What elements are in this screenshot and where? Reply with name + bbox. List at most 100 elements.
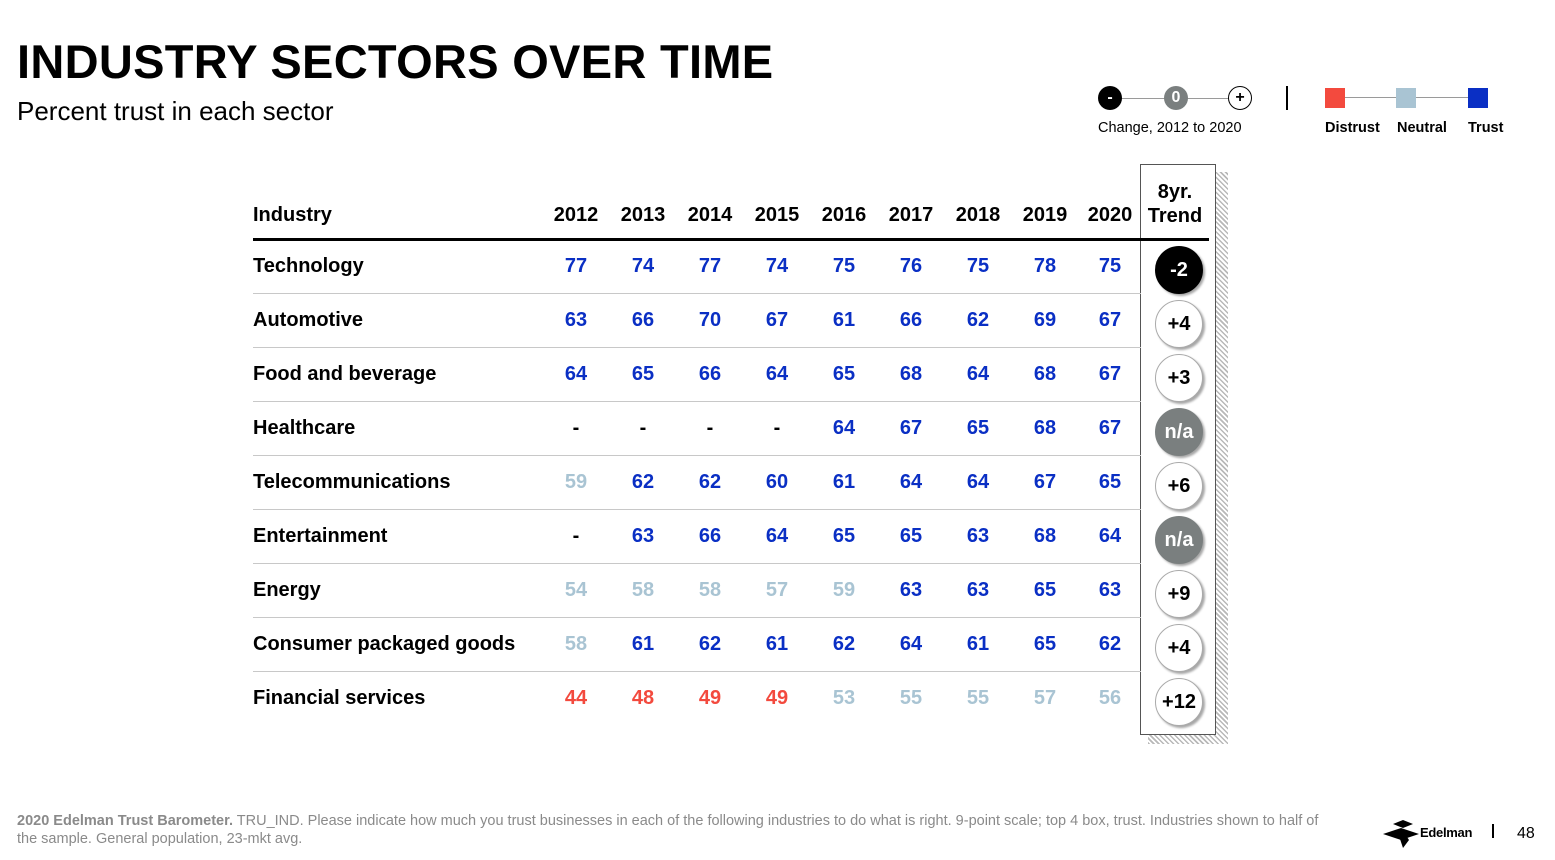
- industry-label: Technology: [253, 255, 364, 277]
- industry-label: Entertainment: [253, 525, 388, 547]
- source-footnote: 2020 Edelman Trust Barometer. TRU_IND. P…: [17, 812, 1337, 848]
- value-cell: 64: [899, 471, 923, 493]
- value-cell: 61: [966, 633, 990, 655]
- value-cell: 69: [1033, 309, 1057, 331]
- value-cell: 61: [832, 309, 856, 331]
- trust-swatch: [1468, 88, 1488, 108]
- year-header-2014: 2014: [687, 204, 733, 226]
- year-header-2015: 2015: [754, 204, 800, 226]
- trend-badge: n/a: [1155, 516, 1203, 564]
- neutral-legend-label: Neutral: [1397, 120, 1447, 136]
- value-cell: 67: [899, 417, 923, 439]
- edelman-logo-icon: [1383, 820, 1419, 848]
- category-legend: Distrust Neutral Trust: [1322, 86, 1522, 142]
- neutral-swatch: [1396, 88, 1416, 108]
- value-cell: -: [706, 417, 714, 439]
- header-rule: [253, 238, 1209, 241]
- trend-badge: +9: [1155, 570, 1203, 618]
- value-cell: 64: [1098, 525, 1122, 547]
- value-cell: 70: [698, 309, 722, 331]
- trend-badge: -2: [1155, 246, 1203, 294]
- row-separator: [253, 455, 1141, 456]
- value-cell: 63: [564, 309, 588, 331]
- year-header-2019: 2019: [1022, 204, 1068, 226]
- value-cell: 65: [631, 363, 655, 385]
- value-cell: 61: [631, 633, 655, 655]
- industry-label: Energy: [253, 579, 321, 601]
- value-cell: -: [572, 525, 580, 547]
- value-cell: 63: [631, 525, 655, 547]
- page-subtitle: Percent trust in each sector: [17, 96, 334, 126]
- value-cell: -: [572, 417, 580, 439]
- year-header-2017: 2017: [888, 204, 934, 226]
- value-cell: 65: [1033, 633, 1057, 655]
- brand-name: Edelman: [1420, 825, 1473, 840]
- change-positive-marker: +: [1228, 86, 1252, 110]
- page-number: 48: [1517, 825, 1535, 842]
- value-cell: 74: [765, 255, 789, 277]
- year-header-2018: 2018: [955, 204, 1001, 226]
- value-cell: 64: [765, 525, 789, 547]
- distrust-swatch: [1325, 88, 1345, 108]
- row-separator: [253, 347, 1141, 348]
- value-cell: 64: [899, 633, 923, 655]
- value-cell: 55: [899, 687, 923, 709]
- trend-header-line-1: 8yr.: [1157, 181, 1193, 203]
- value-cell: 63: [966, 525, 990, 547]
- value-cell: 57: [765, 579, 789, 601]
- value-cell: 56: [1098, 687, 1122, 709]
- value-cell: 62: [966, 309, 990, 331]
- footnote-source-text: TRU_IND. Please indicate how much you tr…: [17, 813, 1319, 847]
- value-cell: 61: [832, 471, 856, 493]
- row-separator: [253, 401, 1141, 402]
- value-cell: 68: [1033, 525, 1057, 547]
- value-cell: -: [773, 417, 781, 439]
- industry-label: Food and beverage: [253, 363, 437, 385]
- value-cell: 67: [1098, 309, 1122, 331]
- trust-legend-label: Trust: [1468, 120, 1504, 136]
- footnote-source-title: 2020 Edelman Trust Barometer.: [17, 813, 233, 829]
- value-cell: 58: [698, 579, 722, 601]
- row-separator: [253, 563, 1141, 564]
- value-cell: 62: [631, 471, 655, 493]
- value-cell: 77: [564, 255, 588, 277]
- value-cell: 67: [1098, 363, 1122, 385]
- value-cell: 62: [832, 633, 856, 655]
- value-cell: 59: [832, 579, 856, 601]
- value-cell: 57: [1033, 687, 1057, 709]
- change-legend: - 0 + Change, 2012 to 2020: [1098, 86, 1258, 142]
- value-cell: 78: [1033, 255, 1057, 277]
- row-separator: [253, 671, 1141, 672]
- value-cell: 44: [564, 687, 588, 709]
- industry-column-header: Industry: [253, 204, 332, 226]
- row-separator: [253, 617, 1141, 618]
- value-cell: 67: [765, 309, 789, 331]
- value-cell: 65: [832, 525, 856, 547]
- value-cell: 65: [832, 363, 856, 385]
- row-separator: [253, 509, 1141, 510]
- row-separator: [253, 293, 1141, 294]
- value-cell: 68: [1033, 417, 1057, 439]
- value-cell: 61: [765, 633, 789, 655]
- value-cell: 65: [1098, 471, 1122, 493]
- value-cell: 59: [564, 471, 588, 493]
- year-header-2016: 2016: [821, 204, 867, 226]
- year-header-2012: 2012: [553, 204, 599, 226]
- value-cell: 66: [631, 309, 655, 331]
- value-cell: 65: [966, 417, 990, 439]
- value-cell: 63: [1098, 579, 1122, 601]
- trend-badge: +4: [1155, 300, 1203, 348]
- value-cell: 49: [698, 687, 722, 709]
- value-cell: 75: [1098, 255, 1122, 277]
- year-header-2013: 2013: [620, 204, 666, 226]
- trend-badge: n/a: [1155, 408, 1203, 456]
- trend-header-line-2: Trend: [1147, 205, 1203, 227]
- value-cell: 64: [966, 363, 990, 385]
- value-cell: 64: [564, 363, 588, 385]
- value-cell: 75: [832, 255, 856, 277]
- trend-badge: +4: [1155, 624, 1203, 672]
- year-header-2020: 2020: [1087, 204, 1133, 226]
- value-cell: 68: [899, 363, 923, 385]
- value-cell: 77: [698, 255, 722, 277]
- value-cell: 64: [765, 363, 789, 385]
